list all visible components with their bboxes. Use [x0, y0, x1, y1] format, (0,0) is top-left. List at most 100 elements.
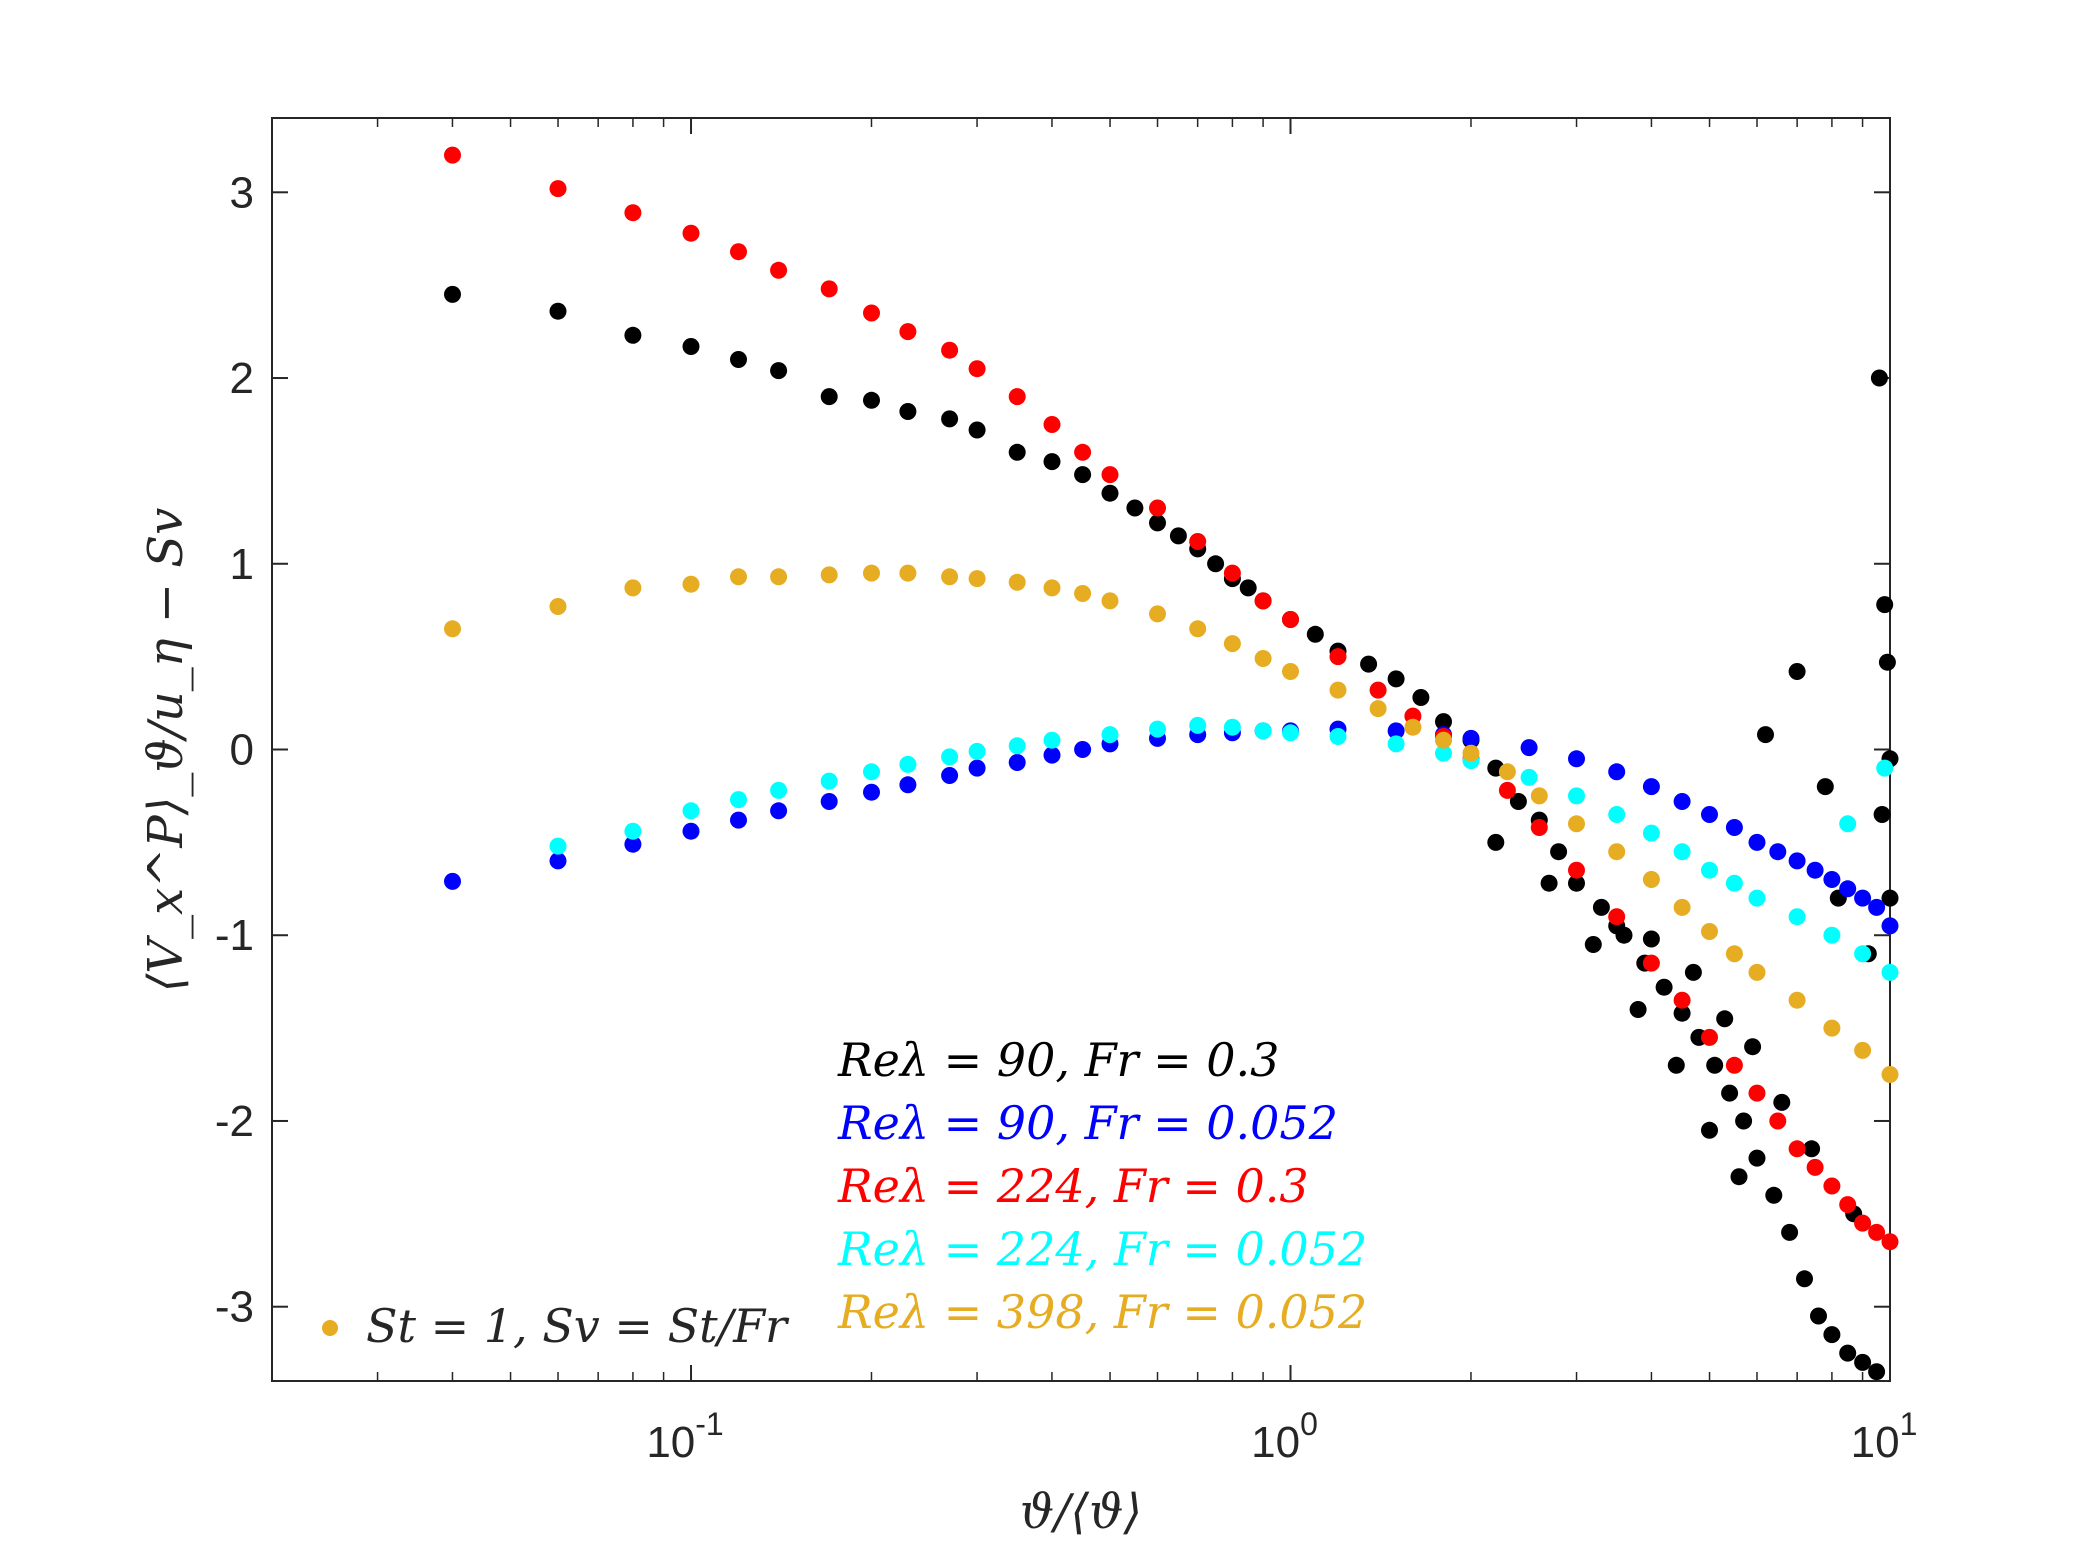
point-0-67 [1744, 1038, 1762, 1056]
point-4-1 [549, 598, 567, 615]
point-1-2 [624, 835, 642, 853]
point-4-5 [770, 568, 788, 586]
point-2-32 [1725, 1056, 1743, 1074]
point-0-2 [624, 326, 642, 344]
point-4-11 [1008, 573, 1026, 591]
point-0-43 [1721, 1084, 1739, 1102]
point-0-10 [968, 421, 986, 439]
point-1-26 [1608, 763, 1626, 781]
point-3-33 [1881, 963, 1899, 981]
point-0-5 [770, 362, 788, 380]
point-1-4 [730, 811, 747, 829]
point-0-3 [682, 338, 700, 355]
parameter-note: St = 1, Sv = St/Fr [322, 1299, 790, 1353]
point-4-30 [1673, 898, 1691, 916]
point-0-63 [1684, 963, 1702, 981]
point-2-21 [1369, 681, 1387, 699]
point-0-29 [1435, 713, 1452, 731]
point-0-69 [1773, 1093, 1791, 1111]
point-4-3 [682, 575, 700, 593]
point-2-36 [1806, 1158, 1824, 1176]
point-3-19 [1387, 735, 1405, 753]
point-2-3 [682, 224, 700, 242]
point-4-24 [1462, 744, 1480, 762]
point-0-53 [1868, 1363, 1886, 1381]
point-0-17 [1169, 527, 1187, 545]
note-marker [322, 1320, 338, 1336]
x-tick-exponent-1: 0 [1300, 1406, 1318, 1442]
point-1-30 [1725, 819, 1743, 836]
point-2-2 [624, 204, 642, 222]
point-4-36 [1854, 1041, 1872, 1059]
point-2-35 [1788, 1140, 1806, 1158]
point-3-32 [1854, 945, 1872, 963]
point-0-14 [1101, 484, 1119, 502]
point-4-26 [1530, 787, 1548, 805]
point-3-2 [682, 802, 700, 820]
y-tick-label-2: 1 [230, 540, 254, 589]
point-4-0 [444, 620, 461, 638]
point-0-54 [1870, 369, 1888, 387]
point-2-4 [730, 243, 747, 261]
point-0-44 [1735, 1112, 1753, 1130]
point-0-46 [1765, 1186, 1783, 1204]
point-0-56 [1487, 833, 1505, 851]
point-1-39 [1881, 917, 1899, 935]
point-3-17 [1282, 724, 1299, 742]
point-4-10 [968, 570, 986, 588]
point-2-18 [1254, 592, 1272, 610]
point-0-40 [1673, 1004, 1691, 1022]
y-axis-label: ⟨V_x^P⟩_ϑ/u_η − Sv [138, 508, 194, 993]
point-0-79 [1878, 653, 1896, 671]
point-0-4 [730, 351, 747, 368]
point-0-48 [1796, 1270, 1813, 1288]
point-0-72 [1816, 778, 1834, 796]
point-2-13 [1074, 443, 1092, 461]
point-2-38 [1839, 1196, 1857, 1214]
point-2-0 [444, 146, 461, 164]
point-4-12 [1043, 579, 1061, 597]
point-2-33 [1748, 1084, 1766, 1102]
point-1-13 [1074, 741, 1092, 758]
point-0-47 [1781, 1223, 1799, 1241]
point-3-14 [1189, 716, 1207, 734]
point-0-1 [549, 302, 567, 320]
point-0-70 [1788, 663, 1806, 680]
point-3-6 [863, 763, 880, 781]
legend-entry-1: Reλ = 90, Fr = 0.052 [837, 1096, 1338, 1150]
point-2-25 [1498, 781, 1516, 799]
point-2-41 [1881, 1233, 1899, 1251]
point-4-22 [1404, 718, 1422, 736]
point-1-35 [1823, 871, 1841, 888]
point-0-27 [1387, 670, 1405, 688]
point-0-61 [1642, 930, 1660, 948]
point-1-7 [863, 783, 880, 801]
point-4-18 [1254, 650, 1272, 667]
point-4-37 [1881, 1066, 1899, 1083]
point-0-15 [1126, 499, 1144, 517]
point-3-25 [1642, 824, 1660, 842]
point-1-24 [1520, 739, 1538, 757]
point-3-4 [770, 781, 788, 799]
point-3-13 [1149, 720, 1166, 738]
y-tick-label-6: -3 [215, 1283, 254, 1332]
point-4-28 [1608, 843, 1626, 861]
point-2-15 [1149, 499, 1166, 517]
point-3-27 [1701, 861, 1718, 879]
point-0-24 [1306, 625, 1324, 643]
point-3-31 [1823, 926, 1841, 944]
point-3-9 [968, 742, 986, 760]
point-1-8 [899, 776, 917, 794]
point-1-3 [682, 822, 700, 840]
point-2-14 [1101, 466, 1119, 484]
point-4-14 [1101, 592, 1119, 610]
point-0-58 [1584, 936, 1602, 953]
point-2-28 [1608, 908, 1626, 926]
point-0-7 [863, 391, 880, 409]
point-4-32 [1725, 945, 1743, 963]
point-2-29 [1642, 954, 1660, 972]
point-3-11 [1043, 731, 1061, 749]
point-4-20 [1329, 681, 1347, 699]
point-2-19 [1282, 611, 1299, 628]
point-3-30 [1788, 908, 1806, 926]
